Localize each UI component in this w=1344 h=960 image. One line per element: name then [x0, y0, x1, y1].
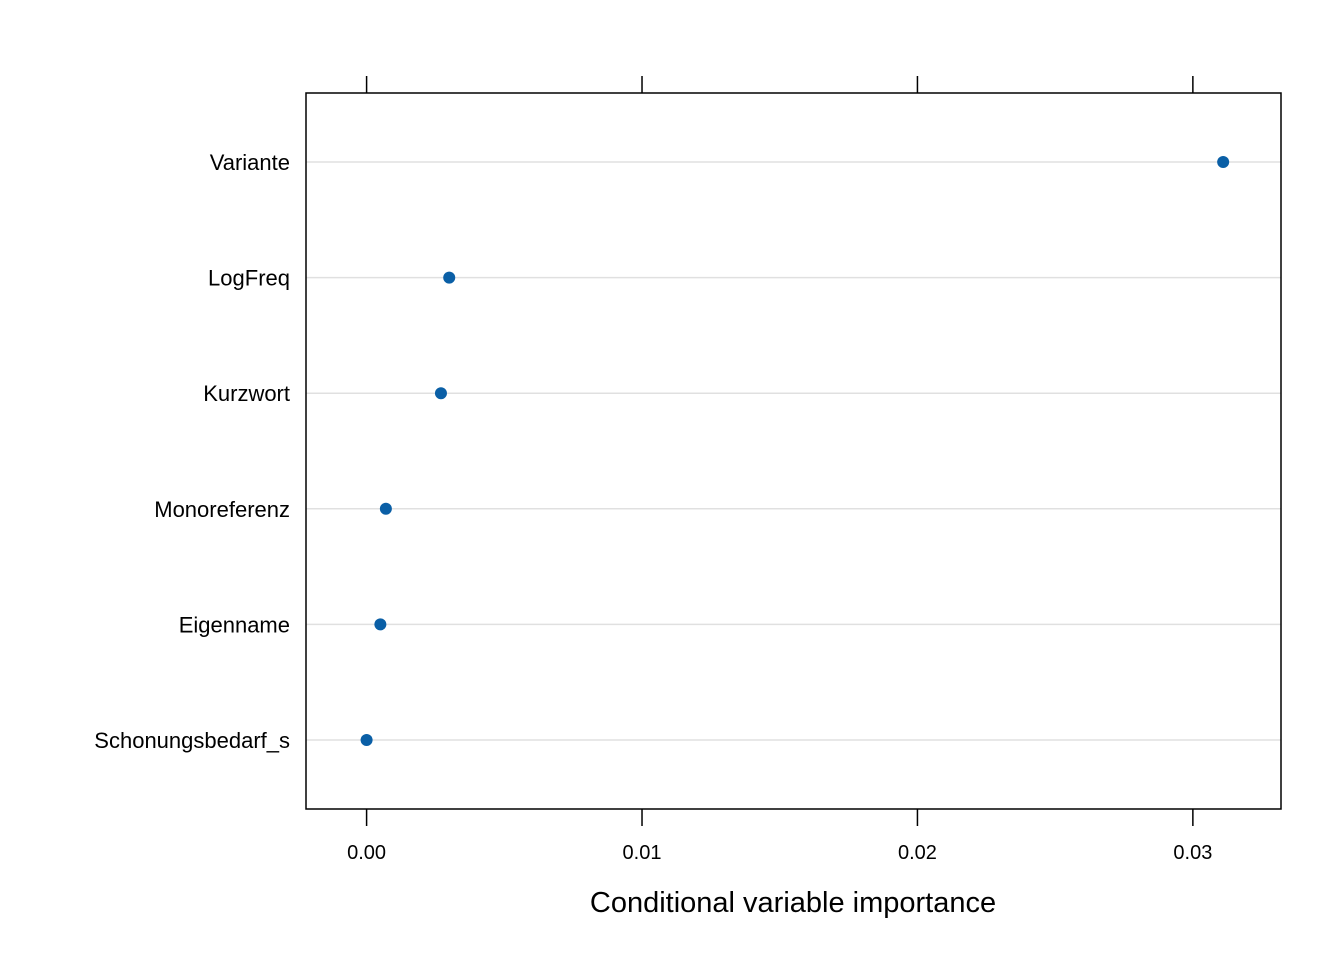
category-label: Kurzwort: [203, 381, 290, 406]
category-label: Monoreferenz: [154, 497, 290, 522]
x-tick-label: 0.01: [623, 842, 662, 864]
grid-layer: [306, 161, 1281, 741]
data-point: [443, 271, 456, 284]
x-tick-label: 0.00: [347, 842, 386, 864]
points-layer: [360, 156, 1230, 746]
data-point: [434, 387, 447, 400]
category-labels: Variante LogFreq Kurzwort Monoreferenz Eigen…: [94, 150, 290, 753]
bottom-ticks: [365, 809, 1194, 826]
category-label: LogFreq: [208, 266, 290, 291]
tick-labels: 0.00 0.01 0.02 0.03: [347, 842, 1212, 864]
top-ticks: [365, 76, 1194, 93]
data-point: [379, 502, 392, 515]
category-label: Variante: [210, 150, 290, 175]
x-tick-label: 0.03: [1173, 842, 1212, 864]
data-point: [360, 734, 373, 746]
plot-frame: [305, 92, 1282, 810]
data-point: [1217, 156, 1230, 168]
x-axis-title: Conditional variable importance: [590, 887, 996, 919]
x-tick-label: 0.02: [898, 842, 937, 864]
data-point: [374, 618, 387, 631]
category-label: Schonungsbedarf_s: [94, 728, 290, 753]
category-label: Eigenname: [179, 612, 290, 637]
